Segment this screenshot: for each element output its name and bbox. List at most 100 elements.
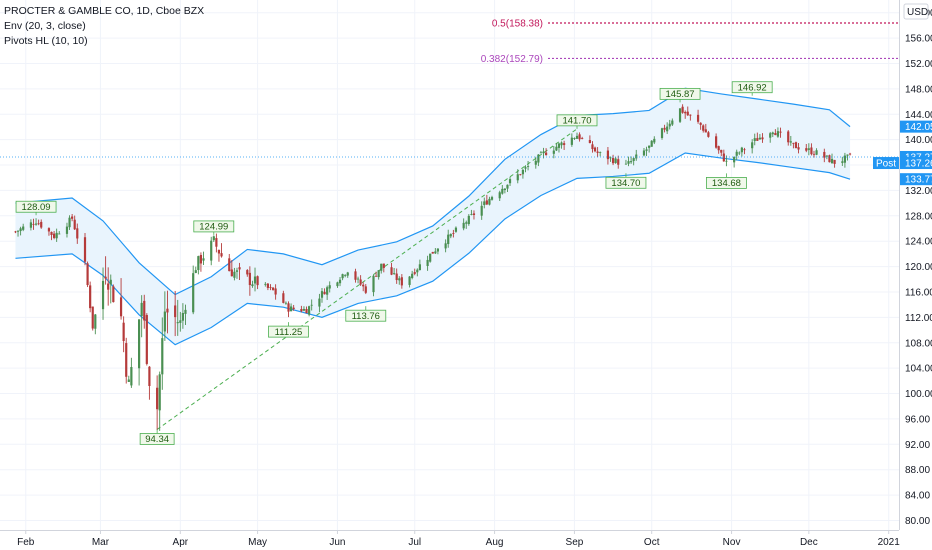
candle-body [292, 307, 295, 310]
time-tick-label: Mar [92, 537, 110, 548]
price-tick-label: 108.00 [905, 338, 932, 349]
time-axis-bg [0, 530, 932, 550]
candle-body [686, 111, 689, 116]
price-tag-envelope_upper: 142.05 [900, 120, 932, 133]
currency-box[interactable] [903, 3, 929, 20]
candle-body [192, 273, 195, 313]
candle-body [130, 367, 133, 386]
time-axis[interactable]: Feb Mar Apr May Jun Jul Aug Sep Oct Nov Dec 2021 [0, 530, 932, 550]
price-tick-label: 112.00 [905, 313, 932, 324]
legend-pivots[interactable]: Pivots HL (10, 10) [4, 35, 88, 47]
candle-body [197, 256, 200, 271]
trendline[interactable] [156, 128, 578, 430]
candle-body [264, 283, 267, 285]
candle-body [648, 145, 651, 148]
candle-body [645, 149, 648, 151]
candle-body [158, 374, 161, 411]
candle-body [447, 234, 450, 245]
candle-body [725, 160, 728, 162]
candle-body [797, 147, 800, 150]
candle-body [753, 138, 756, 141]
price-tick-label: 100.00 [905, 389, 932, 400]
candle-body [771, 132, 774, 135]
pivot-box [605, 176, 647, 189]
candle-body [305, 309, 308, 314]
envelope-lower-line [15, 152, 851, 346]
pivot-box [731, 81, 773, 94]
candle-body [94, 314, 97, 329]
candle-body [163, 311, 166, 332]
candle-body [230, 269, 233, 277]
candle-body [119, 297, 123, 317]
candle-body [774, 133, 777, 136]
candle-body [480, 205, 483, 216]
price-tick-label: 88.00 [905, 465, 930, 476]
candle-body [374, 275, 378, 277]
candle-body [14, 231, 17, 233]
candle-body [86, 263, 89, 286]
candle-body [408, 276, 411, 285]
legend-envelope[interactable]: Env (20, 3, close) [4, 20, 86, 32]
candle-body [19, 228, 22, 232]
pivot-label: 134.70 [611, 178, 640, 189]
candle-body [452, 233, 455, 234]
price-axis[interactable]: 80.00 84.00 88.00 92.00 96.00 100.00 104.00 108… [873, 0, 932, 550]
candle-body [122, 322, 125, 342]
legend-symbol[interactable]: PROCTER & GAMBLE CO, 1D, Cboe BZX [4, 5, 205, 17]
candle-body [624, 163, 628, 165]
candle-body [326, 287, 329, 295]
candle-body [341, 274, 344, 279]
candle-body [338, 279, 342, 284]
candle-body [215, 238, 218, 247]
candle-body [663, 127, 666, 130]
candle-body [581, 138, 584, 139]
candle-body [143, 300, 146, 321]
candle-body [617, 159, 620, 165]
candle-body [233, 271, 236, 278]
price-tick-label: 96.00 [905, 414, 930, 425]
candle-body [454, 227, 458, 232]
candle-body [58, 233, 61, 235]
candle-body [462, 222, 465, 229]
pivot-high: 128.09 [15, 200, 57, 216]
candle-body [393, 273, 396, 274]
pivot-label: 124.99 [199, 222, 228, 233]
pivot-label: 111.25 [275, 327, 303, 338]
candle-body [563, 143, 566, 145]
candle-body [398, 278, 401, 281]
candle-body [671, 120, 674, 125]
candle-body [413, 272, 416, 274]
candle-body [668, 123, 671, 127]
candle-body [364, 286, 367, 293]
candle-body [323, 291, 326, 295]
candle-body [184, 309, 187, 314]
candle-body [720, 149, 723, 153]
candle-body [593, 147, 597, 152]
candle-body [833, 159, 836, 164]
pivot-label: 134.68 [712, 178, 741, 189]
candle-body [733, 156, 736, 163]
candle-body [467, 215, 470, 225]
candle-body [246, 270, 249, 275]
candle-body [490, 197, 494, 200]
candle-body [101, 280, 105, 310]
trendline-line[interactable] [156, 128, 578, 430]
candle-body [516, 174, 519, 181]
candle-body [812, 153, 816, 155]
candle-body [843, 155, 847, 163]
candle-body [22, 226, 25, 230]
candle-body [606, 150, 610, 160]
candle-body [377, 270, 380, 278]
candle-body [539, 152, 543, 154]
candle-body [449, 234, 452, 237]
candle-body [555, 146, 558, 151]
candle-body [704, 129, 707, 133]
price-tick-label: 104.00 [905, 364, 932, 375]
candle-body [320, 291, 324, 298]
candle-body [235, 270, 239, 272]
fib-levels[interactable]: 0.5(158.38) 0.382(152.79) [481, 18, 899, 65]
price-tick-label: 80.00 [905, 516, 930, 527]
candle-body [220, 253, 223, 257]
